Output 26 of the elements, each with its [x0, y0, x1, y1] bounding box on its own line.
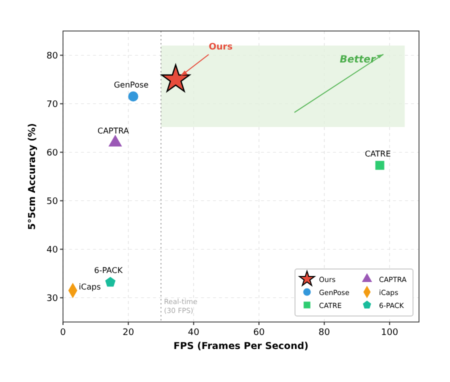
- x-tick-label: 20: [122, 328, 134, 338]
- x-tick-label: 40: [188, 328, 200, 338]
- y-tick-label: 60: [46, 148, 58, 158]
- text: 6-PACK: [94, 266, 123, 276]
- y-axis-title: 5°5cm Accuracy (%): [27, 123, 38, 230]
- point: [128, 91, 138, 102]
- text: CAPTRA: [98, 126, 129, 136]
- x-axis-title: FPS (Frames Per Second): [174, 341, 308, 352]
- x-tick-label: 100: [381, 328, 398, 338]
- point: [105, 276, 116, 287]
- annotation: Better: [340, 54, 376, 66]
- annotation: Ours: [208, 42, 233, 52]
- point: [108, 134, 122, 146]
- text: CATRE: [364, 149, 391, 158]
- point: [161, 64, 190, 92]
- point: [375, 160, 384, 170]
- x-tick-label: 60: [253, 328, 265, 338]
- y-tick-label: 70: [46, 100, 58, 110]
- y-tick-label: 80: [46, 51, 58, 62]
- y-tick-label: 40: [46, 245, 58, 256]
- x-tick-label: 0: [60, 328, 66, 338]
- x-tick-label: 80: [318, 328, 330, 338]
- text: GenPose: [114, 80, 149, 90]
- y-tick-label: 50: [46, 196, 58, 207]
- y-tick-label: 30: [46, 294, 58, 304]
- text: iCaps: [78, 282, 101, 292]
